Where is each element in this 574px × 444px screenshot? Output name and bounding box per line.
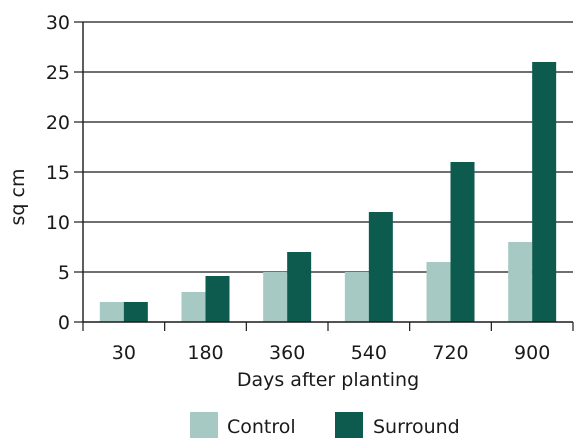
bar-control-180 bbox=[181, 292, 206, 322]
x-tick-label: 180 bbox=[187, 342, 223, 364]
legend: Control Surround bbox=[190, 412, 460, 438]
x-tick-label: 540 bbox=[351, 342, 387, 364]
bar-control-360 bbox=[263, 272, 288, 322]
legend-label-surround: Surround bbox=[373, 416, 460, 438]
x-tick-label: 720 bbox=[432, 342, 468, 364]
bar-surround-180 bbox=[205, 276, 230, 322]
bars bbox=[99, 62, 557, 322]
x-tick-label: 30 bbox=[112, 342, 136, 364]
bar-control-900 bbox=[508, 242, 533, 322]
y-tick-label: 10 bbox=[46, 212, 70, 234]
y-tick-label: 30 bbox=[46, 12, 70, 34]
gridlines bbox=[83, 21, 573, 273]
y-tick-label: 20 bbox=[46, 112, 70, 134]
bar-surround-540 bbox=[368, 212, 393, 322]
y-tick-label: 0 bbox=[58, 312, 70, 334]
legend-swatch-surround bbox=[335, 412, 363, 438]
legend-label-control: Control bbox=[227, 416, 296, 438]
x-tick-label: 900 bbox=[514, 342, 550, 364]
x-tick-label: 360 bbox=[269, 342, 305, 364]
bar-surround-900 bbox=[532, 62, 557, 322]
y-tick-label: 15 bbox=[46, 162, 70, 184]
y-tick-label: 5 bbox=[58, 262, 70, 284]
bar-surround-30 bbox=[123, 302, 148, 322]
bar-control-720 bbox=[426, 262, 451, 322]
x-tick-labels: 30 180 360 540 720 900 bbox=[82, 322, 574, 364]
bar-surround-720 bbox=[450, 162, 475, 322]
y-tick-labels: 0 5 10 15 20 25 30 bbox=[46, 12, 83, 334]
y-axis-title: sq cm bbox=[7, 169, 29, 226]
y-tick-label: 25 bbox=[46, 62, 70, 84]
bar-control-30 bbox=[99, 302, 124, 322]
bar-control-540 bbox=[344, 272, 369, 322]
legend-swatch-control bbox=[190, 412, 218, 438]
x-axis-title: Days after planting bbox=[237, 369, 419, 391]
bar-surround-360 bbox=[287, 252, 312, 322]
